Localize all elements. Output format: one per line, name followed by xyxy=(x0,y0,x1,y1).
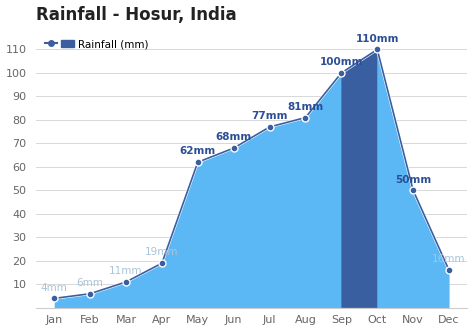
Text: 81mm: 81mm xyxy=(287,102,324,112)
Text: 19mm: 19mm xyxy=(145,247,179,257)
Legend: , Rainfall (mm): , Rainfall (mm) xyxy=(42,36,152,52)
Text: 50mm: 50mm xyxy=(395,174,431,184)
Text: 16mm: 16mm xyxy=(432,254,466,264)
Text: 77mm: 77mm xyxy=(251,111,288,121)
Text: 110mm: 110mm xyxy=(356,33,399,44)
Text: 100mm: 100mm xyxy=(319,57,363,67)
Text: Rainfall - Hosur, India: Rainfall - Hosur, India xyxy=(36,6,237,24)
Text: 11mm: 11mm xyxy=(109,266,143,276)
Text: 6mm: 6mm xyxy=(77,278,103,288)
Polygon shape xyxy=(341,49,377,308)
Text: 4mm: 4mm xyxy=(41,283,68,293)
Text: 68mm: 68mm xyxy=(216,132,252,142)
Text: 62mm: 62mm xyxy=(180,146,216,156)
